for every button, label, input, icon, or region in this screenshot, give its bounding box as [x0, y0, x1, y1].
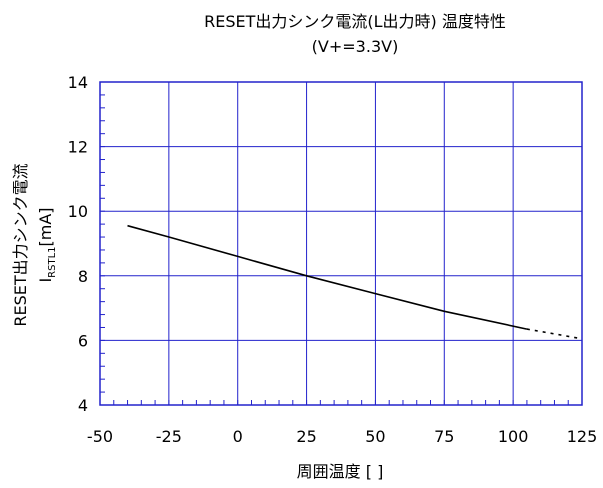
x-axis-label: 周囲温度 [ ] [297, 462, 384, 481]
x-tick-label: 100 [498, 427, 529, 446]
x-tick-label: 125 [567, 427, 598, 446]
chart-subtitle: (V+=3.3V) [312, 37, 399, 56]
chart-title: RESET出力シンク電流(L出力時) 温度特性 [204, 12, 506, 31]
y-tick-labels: 4 6 8 10 12 14 [68, 73, 88, 415]
y-axis-label-line2: IRSTL1[mA] [36, 207, 58, 282]
y-axis-label-unit: [mA] [36, 207, 55, 246]
grid [100, 82, 582, 405]
y-tick-label: 6 [78, 331, 88, 350]
y-tick-label: 12 [68, 138, 88, 157]
minor-ticks [99, 81, 583, 406]
y-tick-label: 10 [68, 202, 88, 221]
x-tick-label: 50 [365, 427, 385, 446]
y-axis-label-2: IRSTL1[mA] [36, 207, 58, 282]
y-tick-label: 14 [68, 73, 88, 92]
y-tick-label: 8 [78, 267, 88, 286]
x-tick-label: 0 [233, 427, 243, 446]
x-tick-label: -50 [87, 427, 113, 446]
y-axis-label: RESET出力シンク電流 [11, 163, 30, 326]
x-tick-label: -25 [156, 427, 182, 446]
x-tick-labels: -50 -25 0 25 50 75 100 125 [87, 427, 597, 446]
y-axis-label-line1: RESET出力シンク電流 [11, 163, 30, 326]
series-line-extrapolated [526, 328, 583, 340]
y-axis-label-subscript: RSTL1 [47, 246, 58, 277]
x-tick-label: 25 [296, 427, 316, 446]
y-tick-label: 4 [78, 396, 88, 415]
y-axis-label-main: I [36, 278, 55, 283]
series-line [127, 224, 528, 330]
series-group [127, 224, 583, 340]
x-tick-label: 75 [434, 427, 454, 446]
plot-frame [99, 81, 583, 406]
